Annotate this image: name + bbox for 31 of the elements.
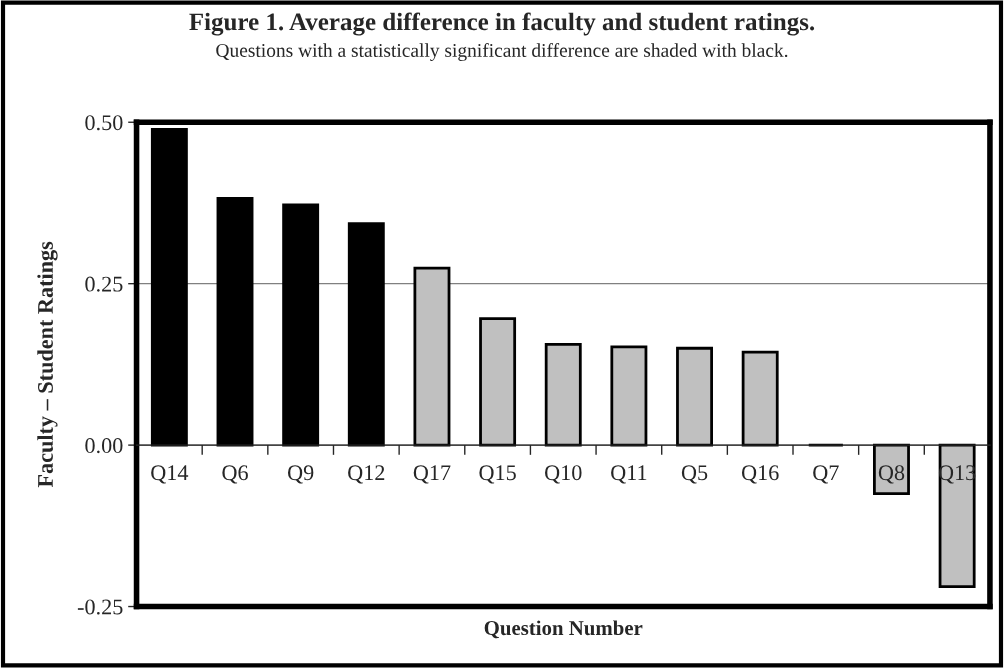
bar	[347, 222, 385, 447]
bar	[938, 443, 976, 588]
x-tick-label: Q10	[545, 465, 582, 484]
bar	[610, 345, 648, 447]
bar	[282, 203, 320, 447]
y-axis-title: Faculty – Student Ratings	[37, 241, 58, 488]
x-tick-label: Q9	[287, 465, 314, 484]
bar	[216, 197, 254, 447]
x-tick-label: Q11	[611, 465, 647, 484]
x-tick-label: Q16	[741, 465, 779, 484]
y-tick-label: 0.25	[85, 276, 123, 292]
bar	[741, 350, 779, 447]
x-tick-label: Q14	[151, 465, 189, 484]
x-tick-label: Q5	[681, 465, 708, 484]
x-tick-label: Q17	[413, 465, 451, 484]
x-tick-label: Q6	[222, 465, 248, 484]
y-tick-label: 0.50	[85, 115, 123, 131]
chart-subtitle: Questions with a statistically significant difference are shaded with black.	[216, 43, 788, 61]
y-tick-label: -0.25	[77, 599, 123, 615]
chart-title: Figure 1. Average difference in faculty and student ratings.	[189, 12, 815, 36]
x-tick-label: Q12	[348, 465, 385, 484]
bar	[479, 317, 517, 447]
x-tick-label: Q7	[813, 465, 839, 484]
bar	[413, 266, 451, 447]
x-tick-label: Q8	[878, 465, 905, 484]
bar	[150, 127, 188, 447]
bar	[676, 346, 713, 447]
x-tick-label: Q15	[479, 465, 516, 484]
bar	[544, 342, 582, 447]
x-axis-title: Question Number	[484, 620, 643, 639]
y-tick-label: 0.00	[85, 438, 123, 454]
